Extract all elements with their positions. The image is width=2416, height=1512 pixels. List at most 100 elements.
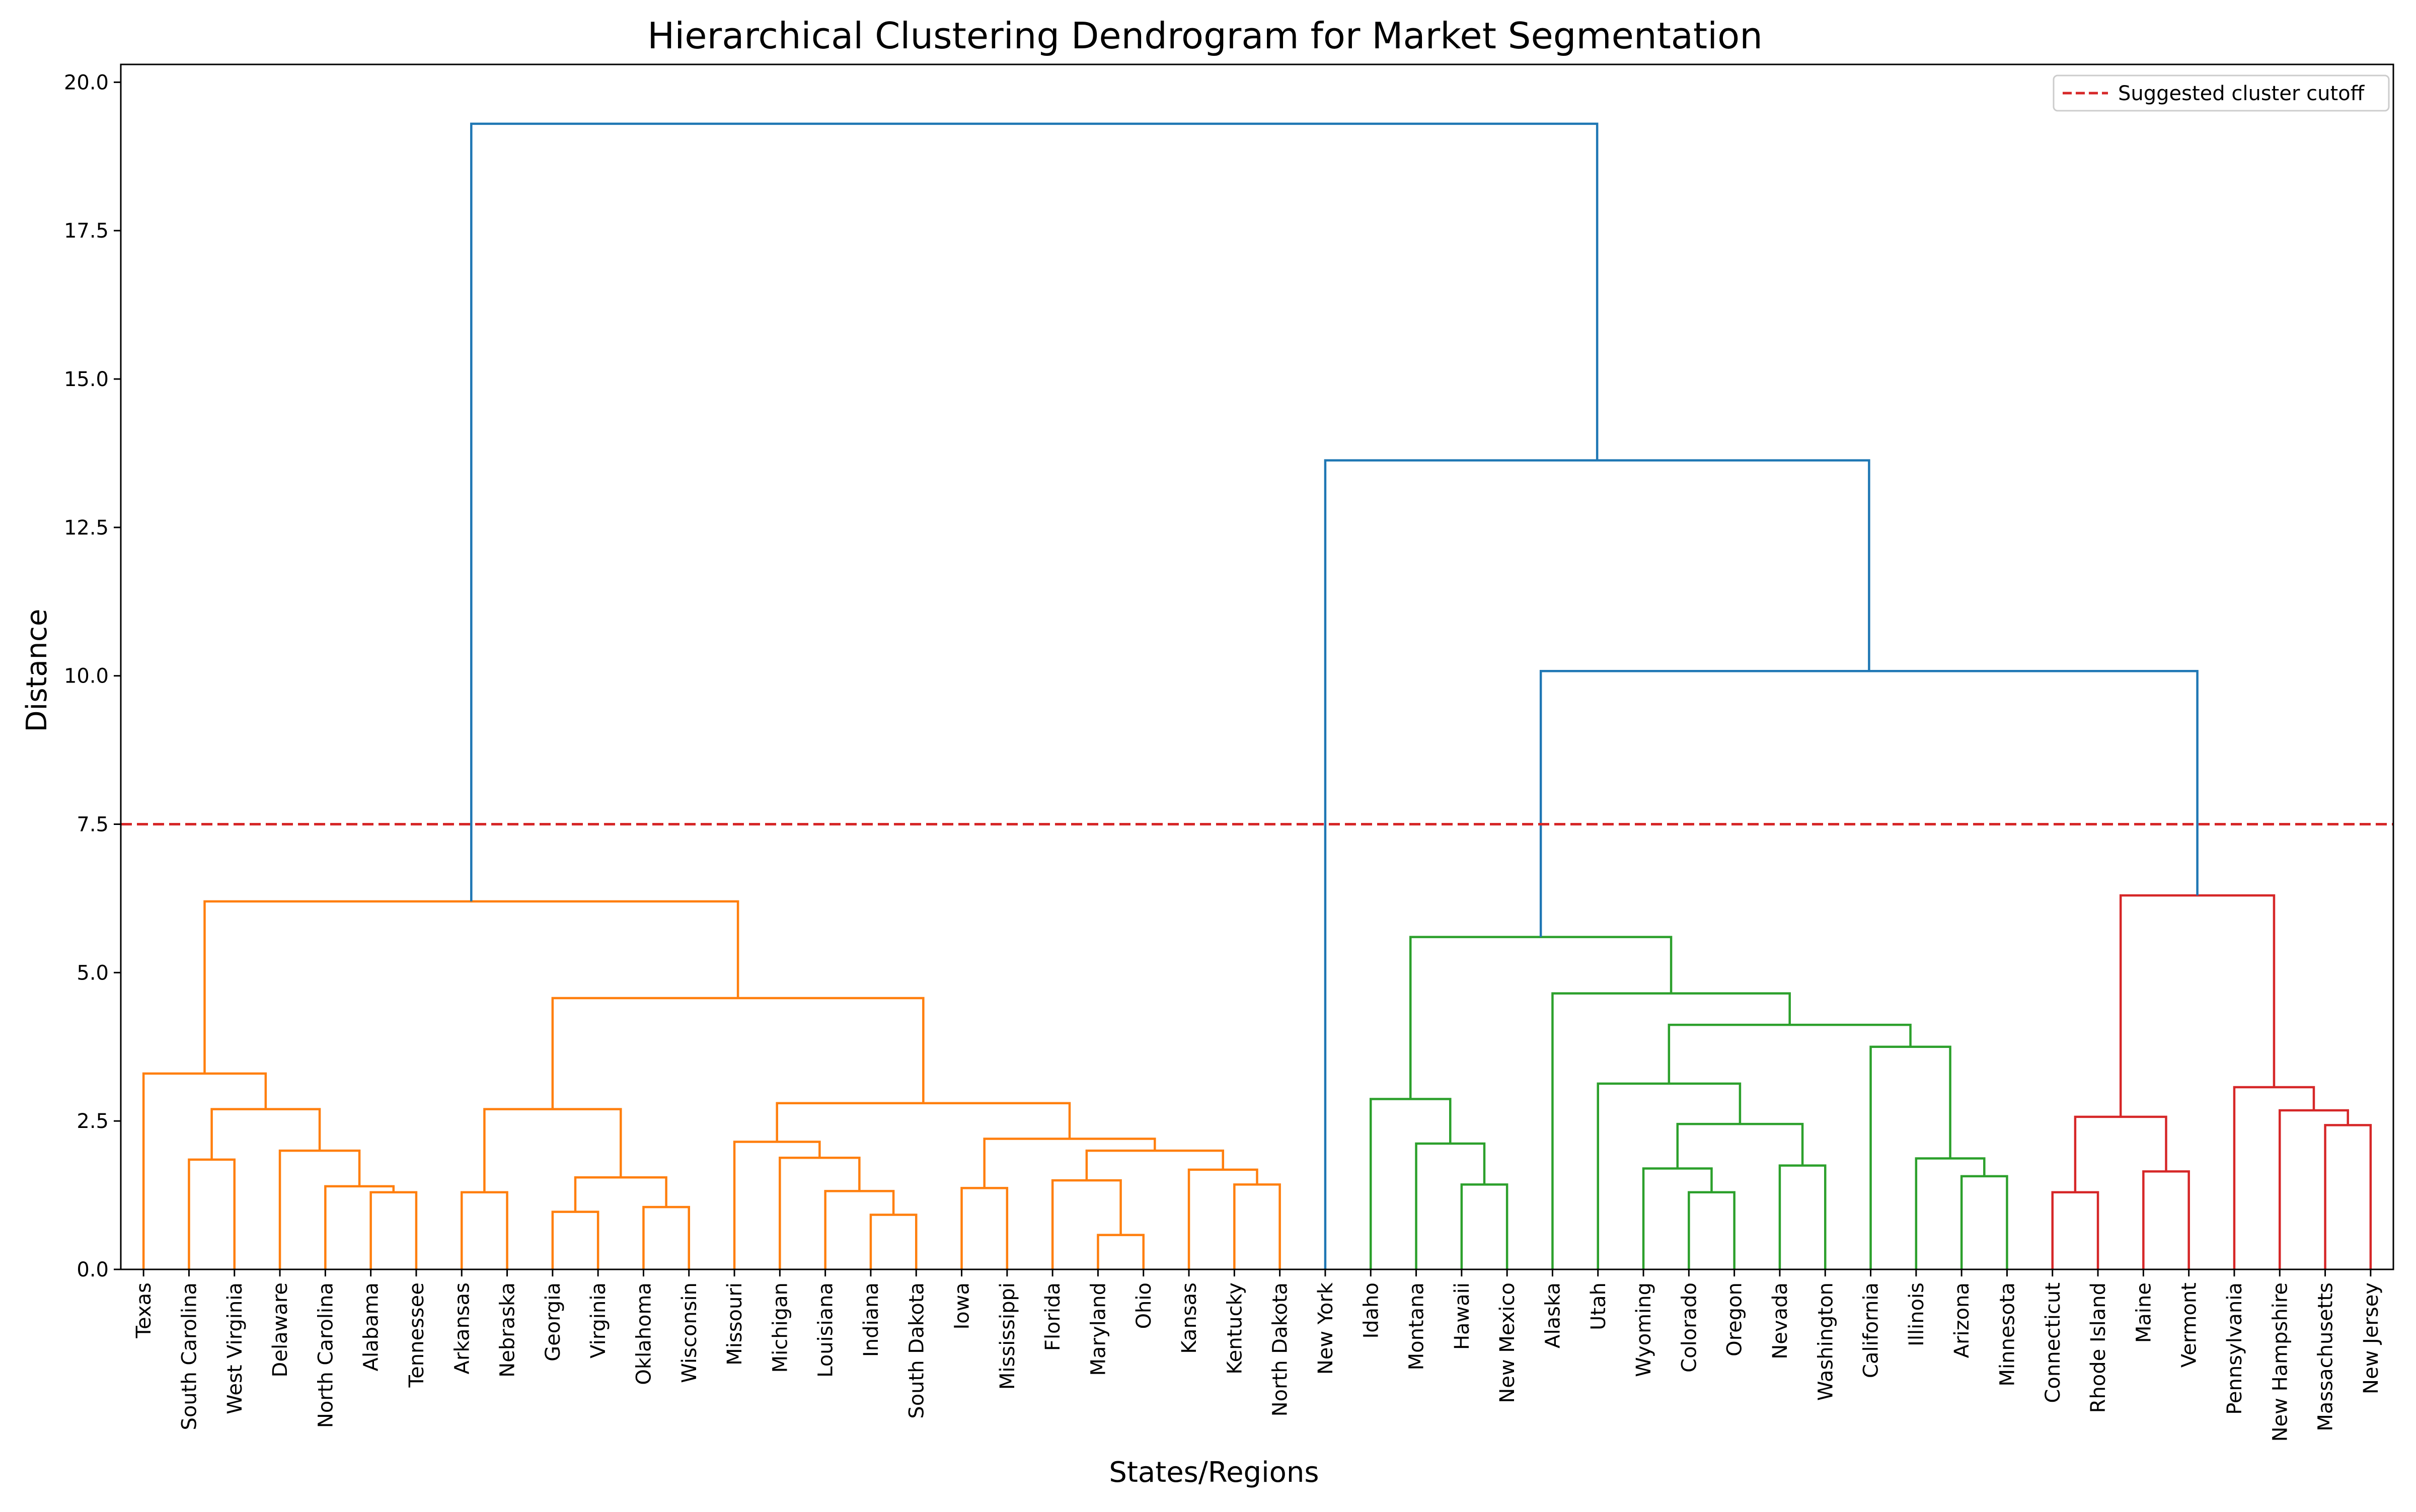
leaf-label: Michigan	[769, 1282, 792, 1373]
dendrogram-link	[551, 997, 925, 1109]
leaf-label: North Dakota	[1269, 1282, 1292, 1416]
dendrogram-link	[1668, 1023, 1912, 1084]
dendrogram-link	[142, 1072, 267, 1269]
leaf-label: Idaho	[1360, 1282, 1383, 1339]
leaf-label: Washington	[1814, 1282, 1837, 1401]
dendrogram-link	[1869, 1045, 1951, 1269]
leaf-label: Wisconsin	[678, 1282, 701, 1383]
y-tick-label: 5.0	[77, 961, 109, 985]
dendrogram-link	[1960, 1175, 2008, 1269]
dendrogram-link	[470, 122, 1599, 901]
dendrogram-link	[1415, 1142, 1486, 1269]
plot-frame	[120, 63, 2394, 1270]
y-tick-label: 17.5	[64, 219, 109, 243]
axis-ticks: 0.0 2.5 5.0 7.5 10.0 12.5 15.0 17.5 20.0	[64, 71, 121, 1281]
dendrogram-link	[369, 1191, 418, 1269]
dendrogram-link	[1915, 1157, 1986, 1269]
dendrogram-link	[203, 900, 739, 1074]
dendrogram-link	[574, 1176, 667, 1212]
x-axis-label: States/Regions	[1109, 1456, 1319, 1489]
dendrogram-link	[551, 1211, 599, 1269]
legend: Suggested cluster cutoff	[2053, 74, 2390, 112]
chart-title: Hierarchical Clustering Dendrogram for M…	[647, 15, 1763, 57]
dendrogram-link	[2233, 1086, 2315, 1269]
leaf-label: Massachusetts	[2314, 1282, 2337, 1431]
leaf-label: Georgia	[542, 1282, 565, 1362]
dendrogram-link	[324, 1185, 395, 1269]
dendrogram-link	[1051, 1179, 1122, 1269]
leaf-label: Missouri	[723, 1282, 746, 1366]
dendrogram-link	[2279, 1109, 2349, 1269]
dendrogram-link	[1187, 1168, 1258, 1269]
y-tick-label: 10.0	[64, 665, 109, 688]
y-tick-label: 12.5	[64, 516, 109, 540]
leaf-label: Utah	[1587, 1282, 1610, 1330]
dendrogram-link	[1778, 1164, 1827, 1269]
leaf-label: New Mexico	[1496, 1282, 1519, 1403]
leaf-label: Connecticut	[2042, 1282, 2065, 1403]
dendrogram-link	[1551, 992, 1791, 1269]
leaf-label: Delaware	[269, 1282, 292, 1377]
leaf-label: Alaska	[1541, 1282, 1564, 1348]
y-axis-label: Distance	[21, 609, 53, 732]
dendrogram-link	[733, 1141, 821, 1269]
dendrogram-link	[278, 1149, 361, 1269]
dendrogram-link	[1460, 1183, 1508, 1269]
dendrogram-link	[824, 1190, 895, 1269]
leaf-label: Kansas	[1178, 1282, 1201, 1354]
leaf-label: Maryland	[1087, 1282, 1110, 1376]
leaf-label: West Virginia	[223, 1282, 247, 1414]
leaf-label: Mississippi	[996, 1282, 1019, 1390]
leaf-label: Minnesota	[1996, 1282, 2019, 1386]
leaf-label: New Jersey	[2360, 1282, 2383, 1394]
leaf-label: Illinois	[1905, 1282, 1928, 1346]
leaf-label: Virginia	[587, 1282, 610, 1358]
dendrogram-link	[2119, 894, 2276, 1117]
dendrogram-link	[2324, 1124, 2372, 1269]
dendrogram-link	[642, 1205, 690, 1269]
y-tick-label: 20.0	[64, 71, 109, 94]
leaf-label: Ohio	[1132, 1282, 1156, 1329]
dendrogram-link	[1597, 1082, 1742, 1269]
leaf-label: Louisiana	[814, 1282, 838, 1378]
leaf-label: Oregon	[1723, 1282, 1747, 1356]
leaf-label: Texas	[132, 1282, 156, 1339]
dendrogram-link	[2074, 1115, 2167, 1192]
leaf-label: Pennsylvania	[2223, 1282, 2246, 1415]
dendrogram-link	[1233, 1183, 1281, 1269]
leaf-labels: Texas South Carolina West Virginia Delaware…	[132, 1269, 2383, 1442]
dendrogram-link	[1370, 1098, 1452, 1269]
dendrogram-link	[869, 1214, 918, 1269]
dendrogram-link	[461, 1191, 508, 1269]
dendrogram-link	[483, 1108, 622, 1192]
leaf-label: Iowa	[951, 1282, 974, 1330]
leaf-label: Wyoming	[1632, 1282, 1655, 1377]
dendrogram-branches	[142, 122, 2372, 1269]
dendrogram-link	[2051, 1191, 2099, 1269]
leaf-label: Indiana	[860, 1282, 883, 1357]
leaf-label: Arkansas	[450, 1282, 474, 1374]
dendrogram-link	[1676, 1122, 1804, 1169]
dendrogram-link	[779, 1157, 861, 1269]
dendrogram-link	[188, 1158, 236, 1269]
leaf-label: North Carolina	[314, 1282, 337, 1428]
dendrogram-link	[1642, 1167, 1713, 1269]
leaf-label: South Dakota	[905, 1282, 928, 1419]
leaf-label: Montana	[1405, 1282, 1428, 1370]
dendrogram-link	[960, 1187, 1009, 1269]
leaf-label: California	[1860, 1282, 1883, 1378]
leaf-label: Colorado	[1678, 1282, 1701, 1373]
leaf-label: Arizona	[1950, 1282, 1974, 1358]
dendrogram-link	[2142, 1170, 2190, 1269]
leaf-label: Kentucky	[1223, 1282, 1246, 1375]
dendrogram-link	[1688, 1191, 1735, 1269]
dendrogram-link	[1539, 670, 2199, 937]
leaf-label: South Carolina	[178, 1282, 201, 1430]
legend-label-cutoff: Suggested cluster cutoff	[2118, 82, 2365, 105]
leaf-label: Hawaii	[1451, 1282, 1474, 1350]
dendrogram-link	[210, 1108, 321, 1160]
leaf-label: New Hampshire	[2269, 1282, 2292, 1442]
leaf-label: Alabama	[360, 1282, 383, 1371]
